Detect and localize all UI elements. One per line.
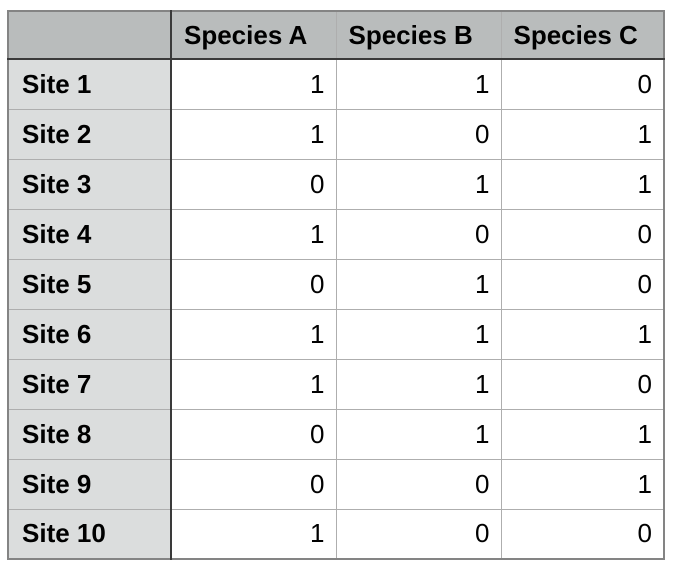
cell-value: 0 — [500, 258, 665, 310]
table-header: Species A Species B Species C — [7, 10, 665, 60]
cell-value: 1 — [335, 258, 502, 310]
header-row: Species A Species B Species C — [7, 10, 665, 60]
column-header-species-c: Species C — [500, 10, 665, 60]
cell-value: 0 — [170, 158, 337, 210]
table-row: Site 10 1 0 0 — [7, 508, 665, 560]
cell-value: 0 — [335, 458, 502, 510]
table-body: Site 1 1 1 0 Site 2 1 0 1 Site 3 0 1 1 Site 4 1 0 0 Site… — [7, 58, 665, 560]
cell-value: 1 — [335, 408, 502, 460]
cell-value: 1 — [500, 108, 665, 160]
row-label: Site 3 — [7, 158, 172, 210]
cell-value: 0 — [335, 508, 502, 560]
cell-value: 1 — [335, 58, 502, 110]
cell-value: 1 — [500, 308, 665, 360]
cell-value: 0 — [500, 208, 665, 260]
cell-value: 1 — [500, 408, 665, 460]
cell-value: 1 — [170, 208, 337, 260]
cell-value: 0 — [500, 58, 665, 110]
row-label: Site 10 — [7, 508, 172, 560]
cell-value: 0 — [335, 208, 502, 260]
cell-value: 1 — [500, 158, 665, 210]
row-label: Site 6 — [7, 308, 172, 360]
row-label: Site 9 — [7, 458, 172, 510]
row-label: Site 7 — [7, 358, 172, 410]
corner-cell — [7, 10, 172, 60]
column-header-species-a: Species A — [170, 10, 337, 60]
cell-value: 1 — [170, 508, 337, 560]
cell-value: 1 — [170, 108, 337, 160]
cell-value: 1 — [335, 358, 502, 410]
cell-value: 1 — [335, 158, 502, 210]
cell-value: 0 — [500, 358, 665, 410]
cell-value: 0 — [170, 408, 337, 460]
row-label: Site 5 — [7, 258, 172, 310]
row-label: Site 8 — [7, 408, 172, 460]
row-label: Site 2 — [7, 108, 172, 160]
cell-value: 1 — [335, 308, 502, 360]
cell-value: 1 — [170, 58, 337, 110]
cell-value: 1 — [170, 358, 337, 410]
cell-value: 1 — [170, 308, 337, 360]
column-header-species-b: Species B — [335, 10, 502, 60]
row-label: Site 1 — [7, 58, 172, 110]
cell-value: 0 — [170, 458, 337, 510]
cell-value: 0 — [170, 258, 337, 310]
cell-value: 0 — [335, 108, 502, 160]
cell-value: 0 — [500, 508, 665, 560]
cell-value: 1 — [500, 458, 665, 510]
row-label: Site 4 — [7, 208, 172, 260]
